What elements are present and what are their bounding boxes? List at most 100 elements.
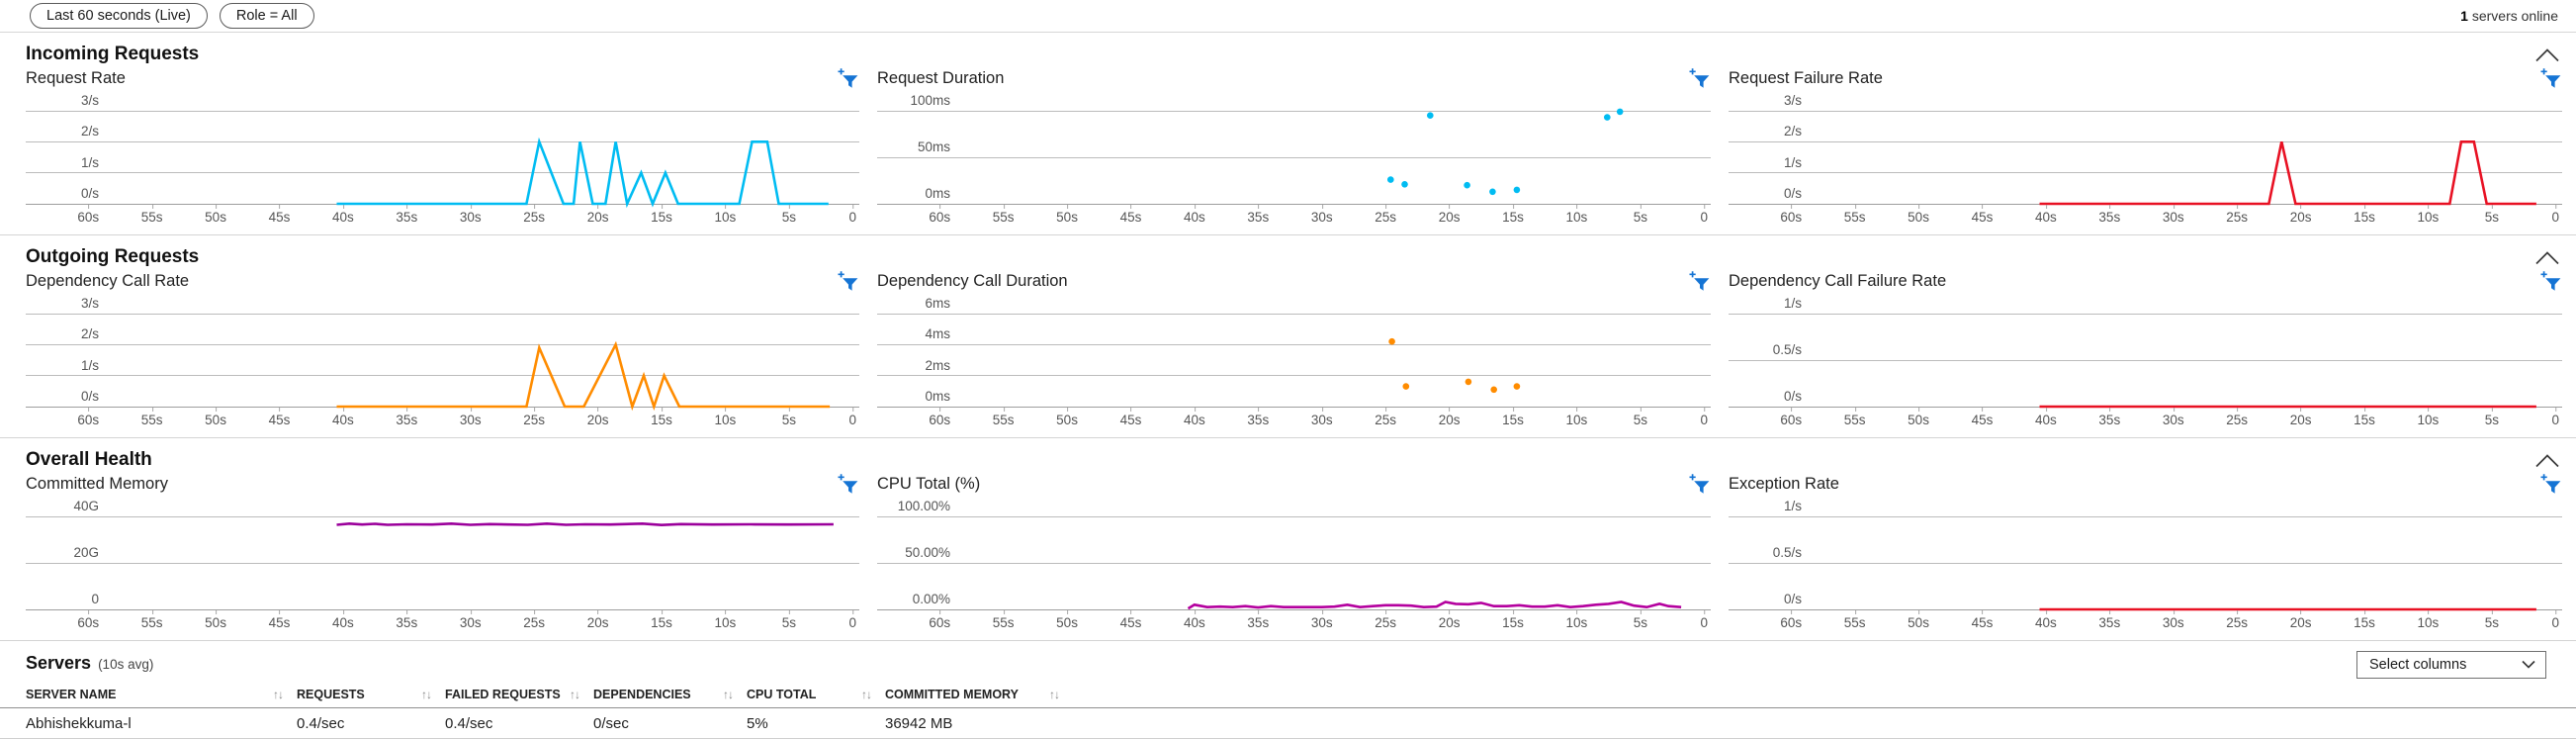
gridline xyxy=(877,156,1711,158)
filter-funnel-plus-icon[interactable] xyxy=(2539,67,2562,90)
x-axis-label: 25s xyxy=(523,408,546,427)
chart-plot-area: 1/s 0.5/s 0/s xyxy=(1729,296,2562,409)
gridline xyxy=(1729,515,2562,517)
x-axis-label: 20s xyxy=(1438,408,1461,427)
x-axis-label: 35s xyxy=(396,408,418,427)
x-axis-label: 50s xyxy=(1908,205,1929,225)
gridline xyxy=(26,608,859,610)
filter-funnel-plus-icon[interactable] xyxy=(837,67,859,90)
chevron-up-icon[interactable] xyxy=(2534,47,2560,62)
chart-title: Request Duration xyxy=(877,69,1005,87)
filter-funnel-plus-icon[interactable] xyxy=(1688,473,1711,496)
x-axis-label: 50s xyxy=(205,610,226,630)
gridline xyxy=(1729,140,2562,142)
x-axis-label: 15s xyxy=(651,610,672,630)
time-range-pill[interactable]: Last 60 seconds (Live) xyxy=(30,3,208,29)
x-axis-label: 25s xyxy=(2226,408,2249,427)
chevron-up-icon[interactable] xyxy=(2534,453,2560,468)
chart-title: Request Failure Rate xyxy=(1729,69,1883,87)
x-axis-label: 50s xyxy=(1056,610,1078,630)
x-axis-label: 50s xyxy=(1908,408,1929,427)
x-axis-label: 35s xyxy=(396,610,418,630)
x-axis-label: 20s xyxy=(2289,610,2312,630)
sort-icon[interactable]: ↑↓ xyxy=(723,688,734,701)
column-header-failed-requests[interactable]: FAILED REQUESTS ↑↓ xyxy=(445,688,593,701)
filter-funnel-plus-icon[interactable] xyxy=(837,270,859,293)
series-line xyxy=(2039,139,2536,206)
gridline xyxy=(1729,172,2562,174)
gridline xyxy=(26,140,859,142)
filter-funnel-plus-icon[interactable] xyxy=(1688,67,1711,90)
sort-icon[interactable]: ↑↓ xyxy=(1049,688,1060,701)
x-axis-label: 55s xyxy=(1843,205,1866,225)
x-axis-label: 55s xyxy=(992,610,1015,630)
section-title: Outgoing Requests xyxy=(26,246,200,267)
role-filter-pill[interactable]: Role = All xyxy=(219,3,314,29)
x-axis-label: 15s xyxy=(2354,205,2375,225)
sort-icon[interactable]: ↑↓ xyxy=(421,688,432,701)
gridline xyxy=(26,562,859,564)
column-header-dependencies[interactable]: DEPENDENCIES ↑↓ xyxy=(593,688,747,701)
select-columns-dropdown[interactable]: Select columns xyxy=(2356,651,2546,679)
gridline xyxy=(26,313,859,315)
x-axis-label: 10s xyxy=(714,408,737,427)
column-header-requests[interactable]: REQUESTS ↑↓ xyxy=(297,688,445,701)
x-axis-label: 35s xyxy=(2098,205,2121,225)
x-axis-label: 45s xyxy=(268,205,291,225)
gridline xyxy=(1729,359,2562,361)
x-axis-label: 25s xyxy=(1375,408,1397,427)
chart-title: Committed Memory xyxy=(26,475,168,493)
x-axis-label: 15s xyxy=(651,408,672,427)
x-axis-label: 5s xyxy=(2484,205,2499,225)
x-axis-label: 55s xyxy=(140,610,163,630)
gridline xyxy=(877,313,1711,315)
x-axis-label: 40s xyxy=(2035,610,2057,630)
column-header-cpu-total[interactable]: CPU TOTAL ↑↓ xyxy=(747,688,885,701)
chevron-down-icon xyxy=(2522,657,2535,673)
x-axis-label: 50s xyxy=(1056,205,1078,225)
x-axis-label: 5s xyxy=(2484,408,2499,427)
filter-funnel-plus-icon[interactable] xyxy=(2539,473,2562,496)
x-axis-label: 10s xyxy=(1565,408,1588,427)
servers-online-count: 1 xyxy=(2460,8,2468,24)
sort-icon[interactable]: ↑↓ xyxy=(861,688,872,701)
filter-funnel-plus-icon[interactable] xyxy=(1688,270,1711,293)
x-axis-label: 25s xyxy=(2226,610,2249,630)
x-axis-label: 15s xyxy=(2354,610,2375,630)
x-axis-label: 40s xyxy=(1184,610,1205,630)
chart-dependency-call-rate: Dependency Call Rate 3/s 2/s 1/s 0/s 60s 55s 50… xyxy=(26,270,859,430)
cell-failed-requests: 0.4/sec xyxy=(445,714,493,732)
sort-icon[interactable]: ↑↓ xyxy=(570,688,580,701)
x-axis-label: 20s xyxy=(1438,205,1461,225)
x-axis-label: 0 xyxy=(2551,408,2560,427)
chevron-up-icon[interactable] xyxy=(2534,250,2560,265)
x-axis-label: 30s xyxy=(459,408,482,427)
x-axis-label: 5s xyxy=(781,205,796,225)
series-line xyxy=(336,137,829,209)
chart-plot-area: 3/s 2/s 1/s 0/s xyxy=(26,296,859,412)
chart-request-duration: Request Duration 100ms 50ms 0ms 60s 55s 50s 45s… xyxy=(877,67,1711,228)
x-axis-label: 30s xyxy=(1310,610,1333,630)
filter-funnel-plus-icon[interactable] xyxy=(837,473,859,496)
x-axis-label: 0 xyxy=(2551,205,2560,225)
column-header-label: SERVER NAME xyxy=(26,688,117,701)
chart-dependency-call-duration: Dependency Call Duration 6ms 4ms 2ms 0ms 60s 5… xyxy=(877,270,1711,430)
x-axis-label: 35s xyxy=(2098,610,2121,630)
x-axis-label: 5s xyxy=(2484,610,2499,630)
x-axis-label: 10s xyxy=(2417,408,2440,427)
x-axis-labels: 60s 55s 50s 45s 40s 35s 30s 25s 20s 15s 10s 5s 0 xyxy=(877,205,1711,228)
x-axis-label: 60s xyxy=(1780,610,1803,630)
gridline xyxy=(877,343,1711,345)
x-axis-label: 10s xyxy=(714,205,737,225)
sort-icon[interactable]: ↑↓ xyxy=(273,688,284,701)
gridline xyxy=(26,375,859,377)
x-axis-label: 0 xyxy=(848,610,857,630)
column-header-server-name[interactable]: SERVER NAME ↑↓ xyxy=(26,688,297,701)
x-axis-label: 25s xyxy=(1375,610,1397,630)
x-axis-label: 20s xyxy=(586,408,609,427)
series-points xyxy=(1388,337,1521,394)
filter-funnel-plus-icon[interactable] xyxy=(2539,270,2562,293)
x-axis-label: 25s xyxy=(2226,205,2249,225)
x-axis-label: 60s xyxy=(929,408,951,427)
column-header-committed-memory[interactable]: COMMITTED MEMORY ↑↓ xyxy=(885,688,1073,701)
